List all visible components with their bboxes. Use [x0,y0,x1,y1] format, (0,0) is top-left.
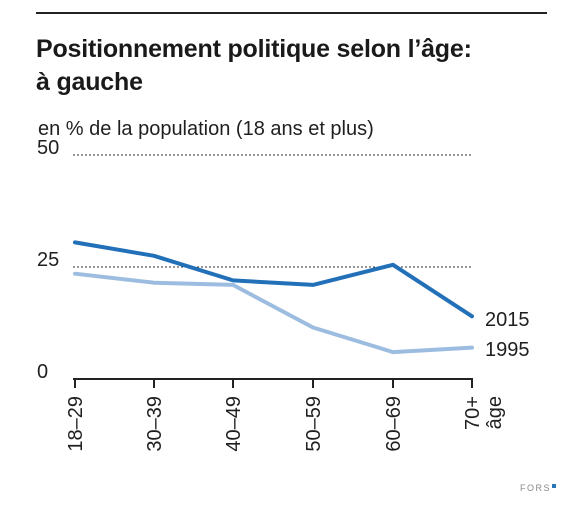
x-tick-label-4: 60–69 [383,396,405,452]
chart-title: Positionnement politique selon l’âge: à … [36,33,556,99]
chart-title-line-2: à gauche [36,68,143,96]
x-axis-title: âge [484,396,506,429]
chart-labels: 0 25 50 18–29 30–39 40–49 50–59 60–69 70+ âge 2015… [37,137,530,452]
title-top-rule [36,12,547,14]
gridlines [73,154,472,268]
x-tick-label-3: 50–59 [303,396,325,452]
y-tick-label-25: 25 [37,249,59,271]
brand-logo-square [552,484,557,488]
brand-logo-text: FORS [520,483,552,493]
y-tick-label-50: 50 [37,137,59,159]
y-tick-label-0: 0 [37,361,48,383]
series-lines [73,240,474,355]
x-tick-label-1: 30–39 [144,396,166,452]
x-tick-label-0: 18–29 [65,396,87,452]
x-tick-label-5: 70+ [462,396,484,430]
brand-logo: FORS [520,483,557,493]
chart-subtitle: en % de la population (18 ans et plus) [38,118,374,140]
series-label-1995: 1995 [485,339,530,361]
x-tick-label-2: 40–49 [223,396,245,452]
series-label-2015: 2015 [485,309,530,331]
axes [73,378,473,388]
series-line-2015 [73,240,474,319]
chart-title-line-1: Positionnement politique selon l’âge: [36,35,472,63]
series-line-1995 [73,271,474,355]
